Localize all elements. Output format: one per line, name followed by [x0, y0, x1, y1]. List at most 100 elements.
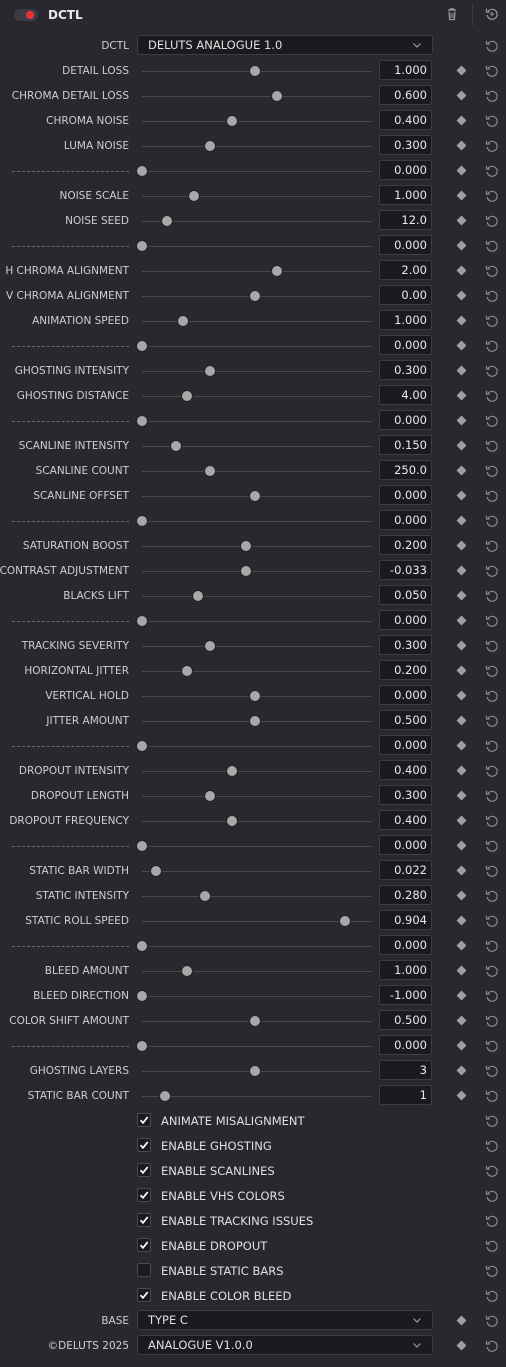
- keyframe-icon[interactable]: [456, 465, 467, 476]
- keyframe-icon[interactable]: [456, 540, 467, 551]
- value-field[interactable]: 1.000: [379, 185, 432, 205]
- slider-handle[interactable]: [137, 241, 147, 251]
- slider-handle[interactable]: [188, 191, 199, 201]
- slider-handle[interactable]: [177, 316, 188, 326]
- value-field[interactable]: 1.000: [379, 960, 432, 980]
- value-field[interactable]: 0.050: [379, 585, 432, 605]
- value-field[interactable]: 2.00: [379, 260, 432, 280]
- slider-track[interactable]: [142, 471, 372, 472]
- slider-handle[interactable]: [240, 541, 251, 551]
- slider-handle[interactable]: [272, 91, 282, 101]
- keyframe-icon[interactable]: [456, 590, 467, 601]
- value-field[interactable]: 0.300: [379, 785, 432, 805]
- slider-track[interactable]: [142, 171, 372, 172]
- reset-icon[interactable]: [484, 313, 500, 329]
- value-field[interactable]: 0.600: [379, 85, 432, 105]
- slider-track[interactable]: [142, 996, 372, 997]
- value-field[interactable]: 0.000: [379, 160, 432, 180]
- value-field[interactable]: 0.500: [379, 1010, 432, 1030]
- slider-handle[interactable]: [159, 1091, 170, 1101]
- slider-track[interactable]: [142, 321, 372, 322]
- slider-handle[interactable]: [137, 941, 147, 951]
- effect-enable-toggle[interactable]: [14, 9, 38, 21]
- reset-icon[interactable]: [484, 363, 500, 379]
- reset-icon[interactable]: [484, 1188, 500, 1204]
- keyframe-icon[interactable]: [456, 390, 467, 401]
- keyframe-icon[interactable]: [456, 990, 467, 1001]
- reset-icon[interactable]: [484, 913, 500, 929]
- slider-track[interactable]: [142, 546, 372, 547]
- keyframe-icon[interactable]: [456, 365, 467, 376]
- slider-handle[interactable]: [249, 716, 260, 726]
- slider-track[interactable]: [142, 121, 372, 122]
- reset-icon[interactable]: [484, 863, 500, 879]
- reset-icon[interactable]: [484, 1338, 500, 1354]
- value-field[interactable]: 12.0: [379, 210, 432, 230]
- version-select[interactable]: ANALOGUE V1.0.0: [137, 1335, 433, 1355]
- keyframe-icon[interactable]: [456, 490, 467, 501]
- slider-track[interactable]: [142, 521, 372, 522]
- reset-icon[interactable]: [484, 1288, 500, 1304]
- reset-icon[interactable]: [484, 113, 500, 129]
- value-field[interactable]: 0.400: [379, 110, 432, 130]
- keyframe-icon[interactable]: [456, 1040, 467, 1051]
- keyframe-icon[interactable]: [456, 165, 467, 176]
- value-field[interactable]: 0.000: [379, 485, 432, 505]
- keyframe-icon[interactable]: [456, 1065, 467, 1076]
- keyframe-icon[interactable]: [456, 815, 467, 826]
- keyframe-icon[interactable]: [456, 615, 467, 626]
- dctl-select[interactable]: DELUTS ANALOGUE 1.0: [137, 35, 433, 55]
- slider-handle[interactable]: [204, 366, 215, 376]
- reset-icon[interactable]: [484, 963, 500, 979]
- slider-track[interactable]: [142, 446, 372, 447]
- reset-icon[interactable]: [484, 88, 500, 104]
- keyframe-icon[interactable]: [456, 340, 467, 351]
- keyframe-icon[interactable]: [456, 1015, 467, 1026]
- slider-handle[interactable]: [249, 1066, 260, 1076]
- reset-icon[interactable]: [484, 613, 500, 629]
- value-field[interactable]: 0.500: [379, 710, 432, 730]
- keyframe-icon[interactable]: [456, 90, 467, 101]
- slider-track[interactable]: [142, 821, 372, 822]
- slider-handle[interactable]: [137, 616, 147, 626]
- reset-icon[interactable]: [484, 813, 500, 829]
- slider-handle[interactable]: [249, 66, 260, 76]
- reset-icon[interactable]: [484, 163, 500, 179]
- slider-track[interactable]: [142, 421, 372, 422]
- value-field[interactable]: 0.150: [379, 435, 432, 455]
- keyframe-icon[interactable]: [456, 265, 467, 276]
- slider-handle[interactable]: [227, 816, 237, 826]
- value-field[interactable]: 0.000: [379, 685, 432, 705]
- value-field[interactable]: 0.000: [379, 735, 432, 755]
- reset-icon[interactable]: [484, 588, 500, 604]
- reset-icon[interactable]: [484, 688, 500, 704]
- slider-handle[interactable]: [249, 691, 260, 701]
- reset-icon[interactable]: [484, 288, 500, 304]
- reset-icon[interactable]: [484, 488, 500, 504]
- reset-icon[interactable]: [484, 888, 500, 904]
- slider-handle[interactable]: [249, 291, 260, 301]
- reset-icon[interactable]: [484, 1138, 500, 1154]
- keyframe-icon[interactable]: [456, 840, 467, 851]
- slider-track[interactable]: [142, 946, 372, 947]
- reset-icon[interactable]: [484, 1013, 500, 1029]
- checkbox[interactable]: [137, 1113, 151, 1127]
- value-field[interactable]: 0.300: [379, 635, 432, 655]
- reset-icon[interactable]: [484, 1113, 500, 1129]
- slider-track[interactable]: [142, 771, 372, 772]
- slider-track[interactable]: [142, 1096, 372, 1097]
- slider-handle[interactable]: [204, 141, 215, 151]
- keyframe-icon[interactable]: [456, 790, 467, 801]
- slider-handle[interactable]: [204, 466, 215, 476]
- slider-handle[interactable]: [137, 516, 147, 526]
- slider-track[interactable]: [142, 746, 372, 747]
- slider-handle[interactable]: [240, 566, 251, 576]
- reset-icon[interactable]: [484, 788, 500, 804]
- reset-icon[interactable]: [484, 713, 500, 729]
- slider-track[interactable]: [142, 846, 372, 847]
- slider-handle[interactable]: [249, 1016, 260, 1026]
- keyframe-icon[interactable]: [456, 565, 467, 576]
- value-field[interactable]: 0.000: [379, 1035, 432, 1055]
- slider-track[interactable]: [142, 921, 372, 922]
- slider-track[interactable]: [142, 646, 372, 647]
